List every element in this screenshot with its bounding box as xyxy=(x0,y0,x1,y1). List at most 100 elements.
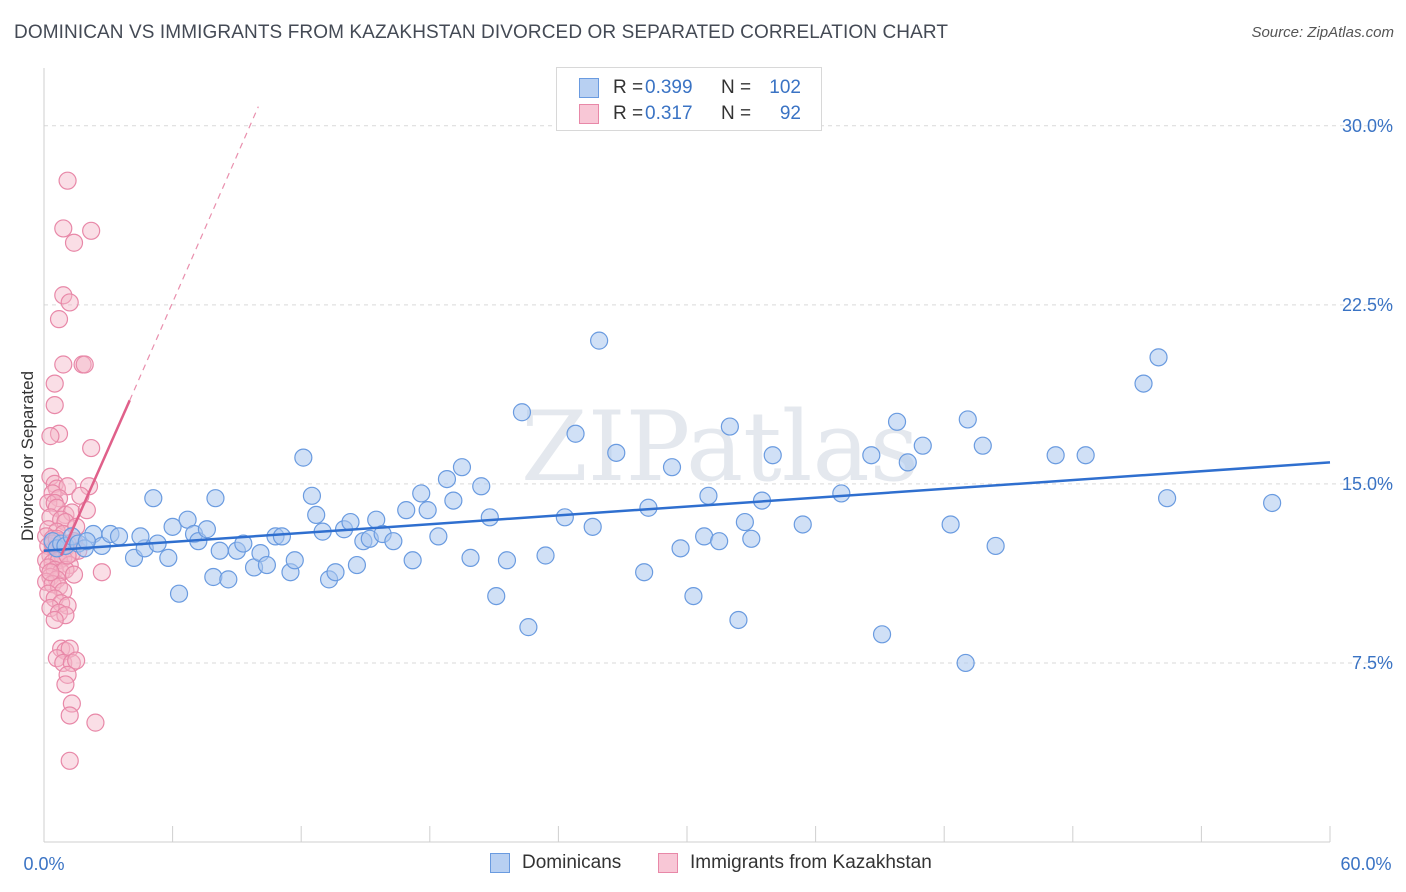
dominican-point xyxy=(131,527,150,546)
legend-r-value: 0.317 xyxy=(645,103,693,124)
dominican-point xyxy=(662,458,682,477)
axes xyxy=(43,68,1331,843)
dominican-point xyxy=(206,489,225,508)
y-tick-label: 22.5% xyxy=(1342,295,1393,315)
kazakhstan-trend-extension xyxy=(129,106,259,401)
trend-lines xyxy=(43,106,1331,557)
dominican-point xyxy=(519,618,538,637)
x-tick-label: 60.0% xyxy=(1340,854,1391,874)
kazakhstan-point xyxy=(45,395,64,415)
bottom-legend-swatch-blue xyxy=(490,853,510,873)
dominican-point xyxy=(326,563,345,582)
kazakhstan-point xyxy=(41,598,60,618)
legend-row-dominicans: R = 0.399 N = 102 xyxy=(579,76,801,100)
dominican-point xyxy=(710,532,729,551)
kazakhstan-point xyxy=(49,310,69,329)
kazakhstan-point xyxy=(60,706,79,725)
tick-labels: 7.5% 15.0% 22.5% 30.0% 0.0% 60.0% xyxy=(23,116,1393,874)
watermark: ZIPatlas xyxy=(521,391,919,503)
kazakhstan-point xyxy=(92,563,111,582)
dominican-point xyxy=(384,532,403,551)
dominican-point xyxy=(590,331,609,350)
dominican-point xyxy=(204,567,223,587)
source-label: Source: ZipAtlas.com xyxy=(1251,24,1394,41)
kazakhstan-point xyxy=(41,563,60,582)
kazakhstan-point xyxy=(86,713,105,732)
dominican-point xyxy=(307,505,326,525)
legend-row-kazakhstan: R = 0.317 N = 92 xyxy=(579,102,801,126)
dominican-point xyxy=(958,410,977,429)
dominican-point xyxy=(210,541,229,560)
kazakhstan-point xyxy=(82,438,101,458)
legend-swatch-pink xyxy=(579,104,599,124)
chart-title: DOMINICAN VS IMMIGRANTS FROM KAZAKHSTAN … xyxy=(14,22,949,43)
dominican-point xyxy=(1263,493,1282,513)
legend-r-label: R = xyxy=(613,103,644,124)
dominican-point xyxy=(197,520,216,539)
kazakhstan-point xyxy=(64,233,84,252)
legend-n-value: 102 xyxy=(769,77,801,98)
legend-n-label: N = xyxy=(721,103,752,124)
dominican-point xyxy=(684,586,703,606)
dominican-point xyxy=(913,436,932,455)
dominican-point xyxy=(219,570,238,589)
kazakhstan-point xyxy=(39,493,58,513)
dominican-point xyxy=(941,515,960,534)
dominican-point xyxy=(1046,446,1065,465)
legend-r-label: R = xyxy=(613,77,644,98)
kazakhstan-point xyxy=(82,221,101,240)
legend-n-label: N = xyxy=(721,77,752,98)
dominican-point xyxy=(418,501,437,520)
dominican-point xyxy=(403,551,422,570)
dominican-point xyxy=(272,527,292,546)
dominican-point xyxy=(347,555,367,575)
dominican-point xyxy=(695,527,714,546)
dominican-point xyxy=(742,529,761,548)
dominican-point xyxy=(671,539,690,558)
kazakhstan-point xyxy=(56,675,75,694)
dominican-point xyxy=(159,548,178,567)
dominican-point xyxy=(898,453,917,472)
dominican-point xyxy=(429,527,448,546)
bottom-legend-dominicans: Dominicans xyxy=(490,852,621,874)
kazakhstan-point xyxy=(54,219,73,238)
kazakhstan-point xyxy=(54,286,73,305)
dominican-point xyxy=(1149,348,1168,367)
dominican-point xyxy=(729,610,748,630)
dominican-point xyxy=(536,546,555,565)
kazakhstan-point xyxy=(60,293,79,312)
dominican-point xyxy=(720,417,739,436)
dominican-point xyxy=(234,534,253,553)
dominican-point xyxy=(461,548,480,567)
legend-r-value: 0.399 xyxy=(645,77,693,98)
dominican-point xyxy=(872,625,892,644)
dominican-point xyxy=(77,532,96,551)
kazakhstan-point xyxy=(64,565,84,584)
dominican-point xyxy=(163,517,182,536)
dominican-point xyxy=(986,536,1005,556)
kazakhstan-point xyxy=(45,374,64,393)
kazakhstan-point xyxy=(67,651,86,670)
kazakhstan-point xyxy=(54,355,73,374)
dominican-point xyxy=(635,563,654,582)
kazakhstan-point xyxy=(56,606,75,625)
dominican-point xyxy=(887,412,907,431)
kazakhstan-point xyxy=(45,610,64,630)
dominican-point xyxy=(583,517,602,536)
dominican-point xyxy=(480,508,499,527)
dominican-point xyxy=(285,551,304,570)
dominican-point xyxy=(437,470,457,489)
dominican-point xyxy=(1134,374,1153,393)
dominican-point xyxy=(144,489,163,508)
dominican-point xyxy=(555,508,574,527)
legend: R = 0.399 N = 102 R = 0.317 N = 92 xyxy=(556,67,822,131)
dominican-point xyxy=(302,486,322,505)
dominican-point xyxy=(699,486,718,505)
x-tick-label: 0.0% xyxy=(23,854,64,874)
dominican-point xyxy=(169,584,189,603)
dominican-point xyxy=(397,501,416,520)
bottom-legend-swatch-pink xyxy=(658,853,678,873)
dominican-point xyxy=(862,446,881,465)
dominican-point xyxy=(412,484,431,503)
